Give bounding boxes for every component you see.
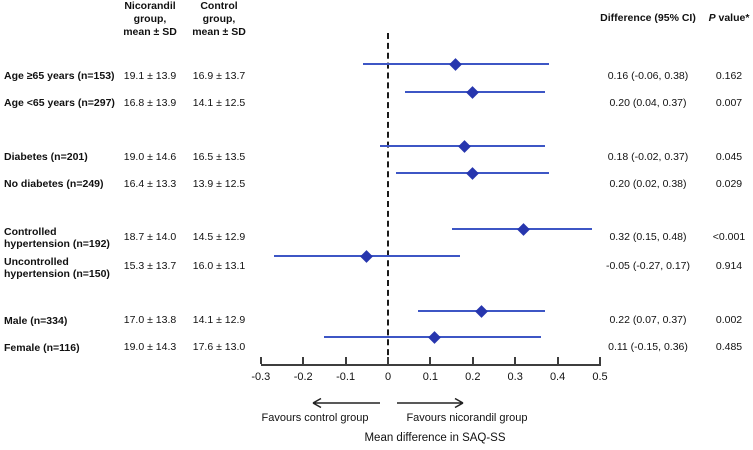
control-mean-sd: 16.9 ± 13.7 bbox=[192, 70, 246, 82]
difference-ci: 0.32 (0.15, 0.48) bbox=[609, 231, 687, 243]
right-arrow-icon bbox=[397, 397, 464, 409]
difference-ci: -0.05 (-0.27, 0.17) bbox=[605, 260, 691, 272]
favours-control-caption: Favours control group bbox=[261, 412, 369, 424]
control-mean-sd: 14.1 ± 12.9 bbox=[192, 314, 246, 326]
subgroup-label: Uncontrolled hypertension (n=150) bbox=[4, 256, 110, 280]
point-estimate-diamond bbox=[466, 166, 480, 180]
x-axis-tick-label: -0.3 bbox=[251, 371, 271, 383]
subgroup-label: Age <65 years (n=297) bbox=[4, 97, 115, 109]
left-arrow-icon bbox=[312, 397, 380, 409]
nicorandil-mean-sd: 18.7 ± 14.0 bbox=[123, 231, 177, 243]
nicorandil-mean-sd: 19.0 ± 14.3 bbox=[123, 341, 177, 353]
favours-arrows bbox=[312, 397, 464, 409]
x-axis-tick-label: 0 bbox=[384, 371, 392, 383]
p-value-italic-p: P bbox=[708, 12, 716, 24]
x-axis-tick-label: 0.3 bbox=[507, 371, 523, 383]
p-value: 0.002 bbox=[715, 314, 743, 326]
p-value: 0.914 bbox=[715, 260, 743, 272]
column-header-control-group: Control group, mean ± SD bbox=[192, 0, 246, 38]
control-mean-sd: 14.1 ± 12.5 bbox=[192, 97, 246, 109]
x-axis-tick-label: 0.1 bbox=[422, 371, 439, 383]
difference-ci: 0.20 (0.04, 0.37) bbox=[609, 97, 687, 109]
subgroup-label: Diabetes (n=201) bbox=[4, 151, 88, 163]
point-estimate-diamond bbox=[474, 304, 488, 318]
p-value: <0.001 bbox=[712, 231, 746, 243]
control-mean-sd: 13.9 ± 12.5 bbox=[192, 178, 246, 190]
nicorandil-mean-sd: 16.4 ± 13.3 bbox=[123, 178, 177, 190]
x-axis-tick-label: 0.5 bbox=[592, 371, 608, 383]
difference-ci: 0.22 (0.07, 0.37) bbox=[609, 314, 687, 326]
subgroup-label: No diabetes (n=249) bbox=[4, 178, 104, 190]
subgroup-label: Age ≥65 years (n=153) bbox=[4, 70, 115, 82]
x-axis-tick-label: -0.1 bbox=[336, 371, 356, 383]
p-value: 0.162 bbox=[715, 70, 743, 82]
x-axis-tick bbox=[387, 357, 389, 364]
x-axis-tick-label: 0.2 bbox=[465, 371, 481, 383]
difference-ci: 0.20 (0.02, 0.38) bbox=[609, 178, 687, 190]
x-axis-tick bbox=[599, 357, 601, 364]
control-mean-sd: 14.5 ± 12.9 bbox=[192, 231, 246, 243]
x-axis-tick-label: 0.4 bbox=[549, 371, 566, 383]
difference-ci: 0.16 (-0.06, 0.38) bbox=[607, 70, 689, 82]
x-axis-tick bbox=[429, 357, 432, 364]
nicorandil-mean-sd: 15.3 ± 13.7 bbox=[123, 260, 177, 272]
column-header-nicorandil-group: Nicorandil group, mean ± SD bbox=[123, 0, 177, 38]
favours-nicorandil-caption: Favours nicorandil group bbox=[406, 412, 528, 424]
x-axis-tick bbox=[471, 357, 474, 364]
point-estimate-diamond bbox=[360, 249, 374, 263]
column-header-difference: Difference (95% CI) bbox=[600, 12, 696, 24]
zero-reference-line bbox=[387, 33, 389, 365]
control-mean-sd: 16.5 ± 13.5 bbox=[192, 151, 246, 163]
point-estimate-diamond bbox=[466, 85, 480, 99]
x-axis-tick bbox=[344, 357, 347, 364]
control-mean-sd: 16.0 ± 13.1 bbox=[192, 260, 246, 272]
p-value: 0.045 bbox=[715, 151, 743, 163]
x-axis-tick bbox=[514, 357, 517, 364]
subgroup-label: Male (n=334) bbox=[4, 315, 68, 327]
x-axis-line bbox=[260, 364, 601, 366]
difference-ci: 0.11 (-0.15, 0.36) bbox=[608, 341, 688, 353]
p-value: 0.007 bbox=[715, 97, 743, 109]
nicorandil-mean-sd: 17.0 ± 13.8 bbox=[123, 314, 177, 326]
subgroup-label: Female (n=116) bbox=[4, 342, 80, 354]
nicorandil-mean-sd: 19.0 ± 14.6 bbox=[123, 151, 177, 163]
column-header-p-value: P value* bbox=[692, 12, 753, 25]
p-value: 0.029 bbox=[715, 178, 743, 190]
x-axis-title: Mean difference in SAQ-SS bbox=[364, 432, 506, 444]
x-axis-tick-label: -0.2 bbox=[293, 371, 313, 383]
difference-ci: 0.18 (-0.02, 0.37) bbox=[607, 151, 689, 163]
control-mean-sd: 17.6 ± 13.0 bbox=[192, 341, 246, 353]
x-axis-tick bbox=[259, 357, 262, 364]
nicorandil-mean-sd: 19.1 ± 13.9 bbox=[123, 70, 177, 82]
x-axis-tick bbox=[556, 357, 559, 364]
x-axis-tick bbox=[302, 357, 305, 364]
subgroup-label: Controlled hypertension (n=192) bbox=[4, 226, 110, 250]
point-estimate-diamond bbox=[457, 139, 471, 153]
nicorandil-mean-sd: 16.8 ± 13.9 bbox=[123, 97, 177, 109]
point-estimate-diamond bbox=[517, 222, 531, 236]
p-value: 0.485 bbox=[715, 341, 743, 353]
point-estimate-diamond bbox=[428, 330, 441, 344]
p-value-rest: value* bbox=[715, 12, 750, 24]
point-estimate-diamond bbox=[449, 57, 463, 71]
